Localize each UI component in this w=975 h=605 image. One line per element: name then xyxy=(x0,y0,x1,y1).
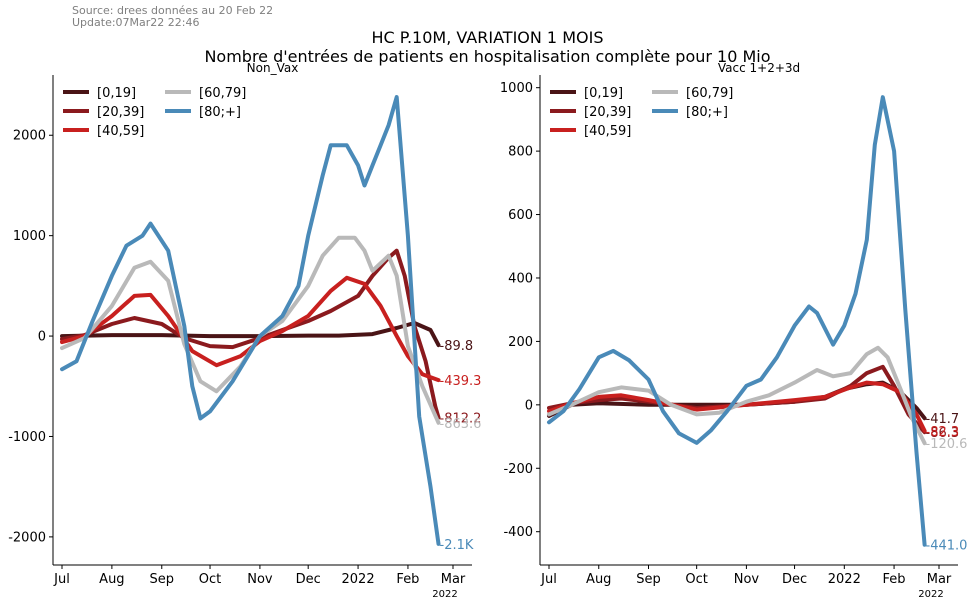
panel1-series-0-19 xyxy=(60,321,441,348)
panel2-x-tick-label: Jul xyxy=(540,572,557,587)
panel2-y-tick-label: 200 xyxy=(508,335,533,350)
panel2-x-tick-label: Sep xyxy=(636,572,661,587)
panel1-x-tick-label: Mar xyxy=(441,572,466,587)
panel1-x-tick-label: Nov xyxy=(247,572,273,587)
panel1-end-label: -863.6 xyxy=(440,417,482,432)
panel1-end-label: -812.2 xyxy=(440,412,482,427)
panel2-x-tick-label: Dec xyxy=(782,572,807,587)
panel2-legend-label: [20,39] xyxy=(584,105,631,120)
panel2-legend-label: [40,59] xyxy=(584,124,631,139)
panel2-subtitle: Vacc 1+2+3d xyxy=(718,61,800,75)
panel2-end-label: -441.0 xyxy=(926,539,968,554)
source-line: Source: drees données au 20 Feb 22 xyxy=(72,4,274,17)
panel1-subtitle: Non_Vax xyxy=(247,61,299,75)
panel1-x-tick-label: Oct xyxy=(199,572,221,587)
panel2-x-year-label: 2022 xyxy=(918,589,943,600)
panel2-x-tick-label: Nov xyxy=(734,572,760,587)
panel1-y-tick-label: -2000 xyxy=(8,530,46,545)
panel2-y-tick-label: 800 xyxy=(508,145,533,160)
panel1-end-label: -89.8 xyxy=(440,339,474,354)
panel2-legend-label: [60,79] xyxy=(686,86,733,101)
panel2-end-label: -86.3 xyxy=(926,426,960,441)
panel2-legend-label: [0,19] xyxy=(584,86,623,101)
panel2-series-40-59 xyxy=(547,380,927,433)
panel2-x-tick-label: Oct xyxy=(685,572,707,587)
panel2-series-80 xyxy=(547,95,927,547)
panel1-y-tick-label: 2000 xyxy=(13,129,46,144)
panel1-end-label: -439.3 xyxy=(440,374,482,389)
panel1-y-tick-label: 1000 xyxy=(13,229,46,244)
panel1-legend-label: [20,39] xyxy=(97,105,144,120)
panel2-y-tick-label: 600 xyxy=(508,208,533,223)
panel2-y-tick-label: 0 xyxy=(525,398,533,413)
panel2-end-label: -120.6 xyxy=(926,437,968,452)
panel2-y-tick-label: 1000 xyxy=(500,81,533,96)
panel1-x-tick-label: Sep xyxy=(150,572,175,587)
panel1-y-tick-label: 0 xyxy=(38,330,46,345)
panel2-end-label: -41.7 xyxy=(926,412,960,427)
panel2-x-tick-label: Feb xyxy=(883,572,906,587)
panel2-y-tick-label: 400 xyxy=(508,271,533,286)
panel1-legend-label: [40,59] xyxy=(97,124,144,139)
panel1-series-60-79 xyxy=(60,235,441,425)
panel1-legend-label: [0,19] xyxy=(97,86,136,101)
chart-title-line2: Nombre d'entrées de patients en hospital… xyxy=(204,47,771,66)
panel2-series-60-79 xyxy=(547,345,927,446)
panel1-x-tick-label: Dec xyxy=(296,572,321,587)
panel1-series-80 xyxy=(60,95,441,546)
panel1-end-label: -2.1K xyxy=(440,538,474,553)
panel2-x-tick-label: Aug xyxy=(586,572,611,587)
update-line: Update:07Mar22 22:46 xyxy=(72,16,200,29)
panel1-x-tick-label: Jul xyxy=(53,572,70,587)
panel2-end-label: -82.3 xyxy=(926,425,960,440)
panel2-y-tick-label: -400 xyxy=(503,525,533,540)
panel1-y-tick-label: -1000 xyxy=(8,430,46,445)
panel1-x-tick-label: 2022 xyxy=(342,572,375,587)
chart-title-line1: HC P.10M, VARIATION 1 MOIS xyxy=(371,28,604,47)
panel1-x-year-label: 2022 xyxy=(432,589,457,600)
panel1-x-tick-label: Feb xyxy=(396,572,419,587)
panel2-x-tick-label: 2022 xyxy=(828,572,861,587)
panel1-series-40-59 xyxy=(60,275,441,383)
panel1-legend-label: [80;+] xyxy=(199,105,241,120)
panel2-x-tick-label: Mar xyxy=(927,572,952,587)
panel2-legend-label: [80;+] xyxy=(686,105,728,120)
panel1-x-tick-label: Aug xyxy=(99,572,124,587)
panel2-y-tick-label: -200 xyxy=(503,462,533,477)
panel1-legend-label: [60,79] xyxy=(199,86,246,101)
